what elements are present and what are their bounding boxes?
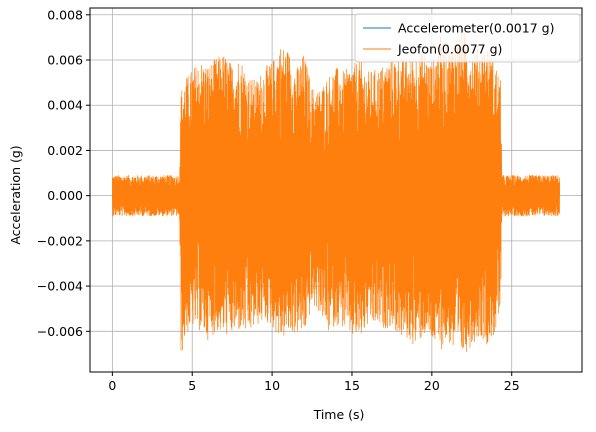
x-axis-label: Time (s) bbox=[313, 407, 365, 422]
y-tick-label-2: −0.002 bbox=[37, 233, 83, 248]
y-tick-label-5: 0.004 bbox=[47, 98, 83, 113]
y-tick-label-0: −0.006 bbox=[37, 324, 83, 339]
x-tick-label-5: 25 bbox=[504, 378, 520, 393]
legend-box bbox=[354, 13, 581, 63]
series-line-jeofon bbox=[112, 31, 560, 353]
axes-frame bbox=[89, 7, 583, 373]
y-tick-label-4: 0.002 bbox=[47, 143, 83, 158]
legend: Accelerometer(0.0017 g) Jeofon(0.0077 g) bbox=[354, 13, 581, 63]
legend-label-accelerometer: Accelerometer(0.0017 g) bbox=[398, 21, 554, 36]
y-tick-label-7: 0.008 bbox=[47, 7, 83, 22]
y-axis-label: Acceleration (g) bbox=[8, 145, 23, 244]
x-tick-label-1: 5 bbox=[188, 378, 196, 393]
y-tick-label-3: 0.000 bbox=[47, 188, 83, 203]
x-tick-label-2: 10 bbox=[264, 378, 280, 393]
legend-label-jeofon: Jeofon(0.0077 g) bbox=[397, 42, 502, 57]
y-tick-label-6: 0.006 bbox=[47, 53, 83, 68]
x-tick-label-3: 15 bbox=[344, 378, 360, 393]
x-tick-label-0: 0 bbox=[108, 378, 116, 393]
y-tick-label-1: −0.004 bbox=[37, 279, 83, 294]
plot-area: 0 5 10 15 20 25 −0.006 −0.004 −0.002 0.000 0.002 0.… bbox=[37, 7, 583, 393]
x-tick-label-4: 20 bbox=[424, 378, 440, 393]
